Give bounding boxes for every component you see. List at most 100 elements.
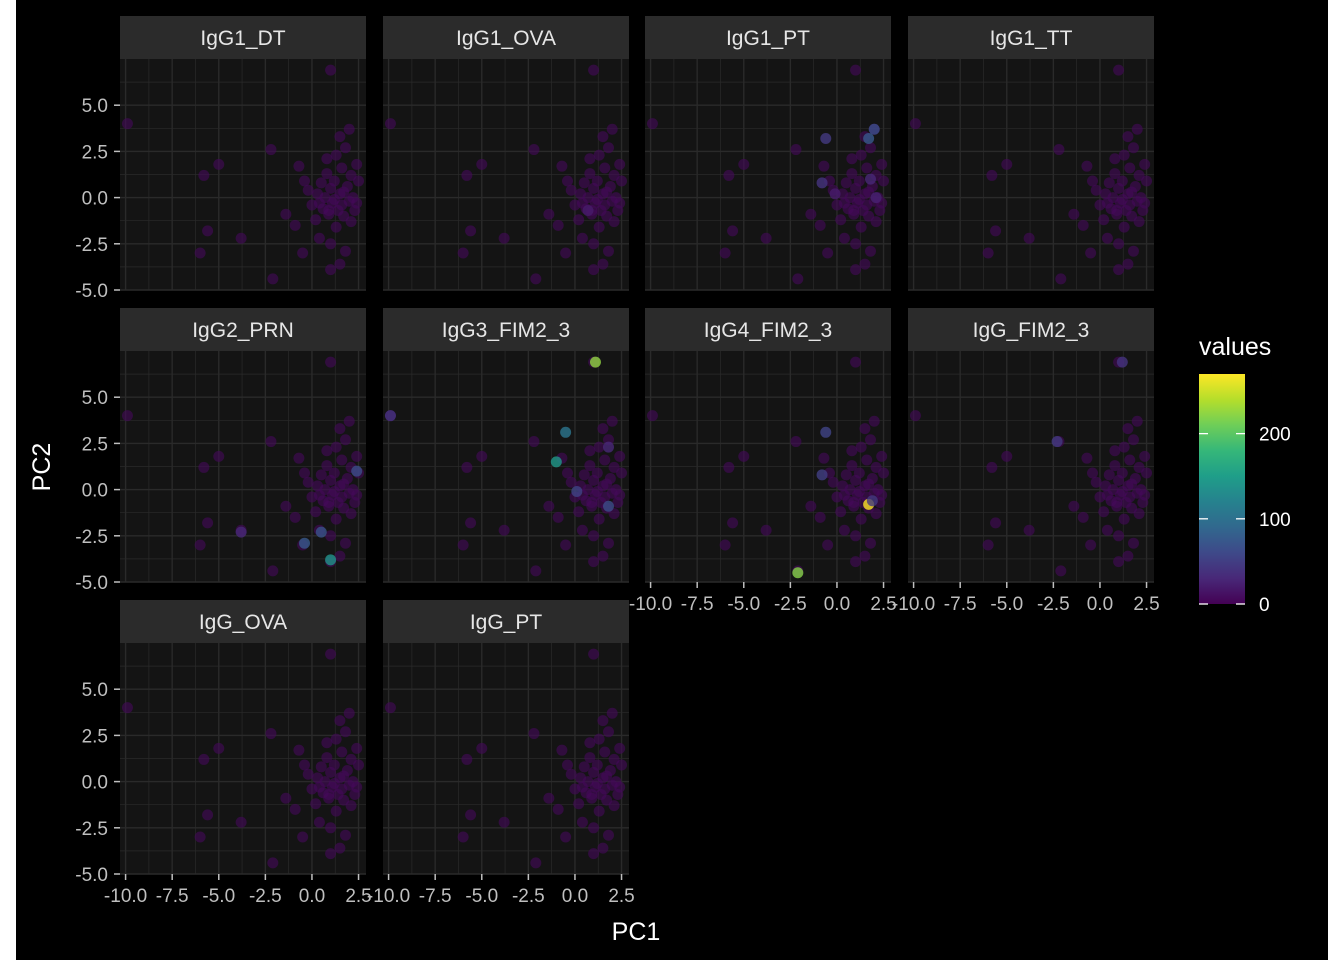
scatter-point xyxy=(986,169,998,181)
scatter-point xyxy=(760,232,772,244)
scatter-point-highlight xyxy=(560,426,572,438)
y-tick-label: 2.5 xyxy=(82,434,108,455)
scatter-point xyxy=(1133,508,1145,520)
x-tick-label: -2.5 xyxy=(512,886,545,907)
scatter-point xyxy=(560,247,572,259)
scatter-point xyxy=(840,469,852,481)
scatter-point xyxy=(876,489,888,501)
scatter-point xyxy=(1122,423,1134,435)
scatter-point xyxy=(315,177,327,189)
scatter-point xyxy=(476,450,488,462)
facet-panel: IgG4_FIM2_3 xyxy=(645,308,891,583)
scatter-point xyxy=(599,454,611,466)
scatter-point xyxy=(1109,460,1121,472)
scatter-point xyxy=(1116,467,1128,479)
scatter-point xyxy=(530,857,542,869)
facet-grid xyxy=(645,59,891,291)
scatter-point xyxy=(321,460,333,472)
scatter-point-highlight xyxy=(865,173,876,185)
scatter-point xyxy=(601,770,613,782)
scatter-point xyxy=(850,64,862,76)
scatter-point xyxy=(565,476,577,488)
scatter-point-highlight xyxy=(816,177,828,189)
scatter-point xyxy=(325,648,337,660)
scatter-point xyxy=(202,225,214,237)
scatter-point xyxy=(846,445,858,457)
scatter-point xyxy=(1131,415,1143,427)
scatter-point xyxy=(584,737,596,749)
y-axis: -5.0 -2.5 0.0 2.5 5.0 xyxy=(75,96,120,302)
scatter-point xyxy=(476,158,488,170)
scatter-point-highlight xyxy=(1051,436,1063,448)
scatter-point xyxy=(340,537,351,549)
scatter-point xyxy=(353,759,365,771)
scatter-point xyxy=(814,219,826,231)
scatter-point xyxy=(573,506,585,518)
scatter-point xyxy=(601,478,613,490)
scatter-point xyxy=(1055,273,1067,285)
scatter-point xyxy=(1113,238,1125,250)
facet-points xyxy=(384,64,628,285)
facet-strip-label: IgG_OVA xyxy=(199,611,287,634)
scatter-point xyxy=(213,158,225,170)
scatter-point xyxy=(351,197,363,209)
x-axis: -10.0 -7.5 -5.0 -2.5 0.0 2.5 xyxy=(629,582,897,615)
facet-grid xyxy=(383,351,629,583)
scatter-point xyxy=(543,500,555,512)
facet-strip-label: IgG1_DT xyxy=(200,27,285,50)
scatter-point xyxy=(586,497,598,509)
scatter-point xyxy=(330,513,342,525)
facet-strip-label: IgG1_PT xyxy=(726,27,810,50)
scatter-point xyxy=(476,742,488,754)
scatter-point xyxy=(384,702,396,714)
scatter-point xyxy=(870,216,882,228)
facet-panel: IgG1_DT xyxy=(120,16,366,291)
scatter-point xyxy=(1085,539,1097,551)
scatter-point xyxy=(461,753,473,765)
scatter-point xyxy=(573,214,585,226)
scatter-point xyxy=(313,816,325,828)
scatter-point xyxy=(878,175,890,187)
scatter-point xyxy=(323,205,335,217)
scatter-point xyxy=(325,530,337,542)
facet-panel: IgG1_TT xyxy=(908,16,1154,291)
scatter-point xyxy=(1098,214,1110,226)
scatter-point xyxy=(1087,467,1098,479)
scatter-point xyxy=(528,144,540,156)
scatter-point xyxy=(606,415,618,427)
scatter-point xyxy=(325,238,337,250)
scatter-point xyxy=(805,208,817,220)
scatter-point xyxy=(265,144,277,156)
scatter-point xyxy=(855,441,867,453)
y-tick-label: 0.0 xyxy=(82,773,108,794)
scatter-point xyxy=(1116,193,1128,205)
scatter-point xyxy=(384,118,396,130)
scatter-point-highlight xyxy=(299,537,310,549)
scatter-point xyxy=(840,177,852,189)
facet-points xyxy=(121,648,365,869)
scatter-point xyxy=(1101,524,1113,536)
scatter-point xyxy=(321,445,333,457)
x-tick-label: 0.0 xyxy=(299,886,325,907)
scatter-point xyxy=(1001,450,1013,462)
facet-strip-label: IgG_PT xyxy=(470,611,543,634)
scatter-point xyxy=(328,777,340,789)
scatter-point xyxy=(584,460,596,472)
scatter-point xyxy=(1081,452,1093,464)
scatter-point xyxy=(846,168,858,180)
scatter-point xyxy=(1111,497,1123,509)
scatter-point xyxy=(1101,197,1113,209)
y-tick-label: -2.5 xyxy=(75,527,108,548)
facet-strip xyxy=(908,308,1154,351)
scatter-point xyxy=(584,445,596,457)
scatter-point xyxy=(576,524,588,536)
facet-strip-label: IgG1_OVA xyxy=(456,27,556,50)
scatter-point xyxy=(340,829,351,841)
scatter-point xyxy=(280,500,292,512)
x-tick-label: -2.5 xyxy=(249,886,282,907)
scatter-point xyxy=(1103,177,1115,189)
scatter-point xyxy=(1068,500,1080,512)
facet-points xyxy=(646,64,890,285)
scatter-point xyxy=(530,565,542,577)
scatter-point xyxy=(805,500,817,512)
